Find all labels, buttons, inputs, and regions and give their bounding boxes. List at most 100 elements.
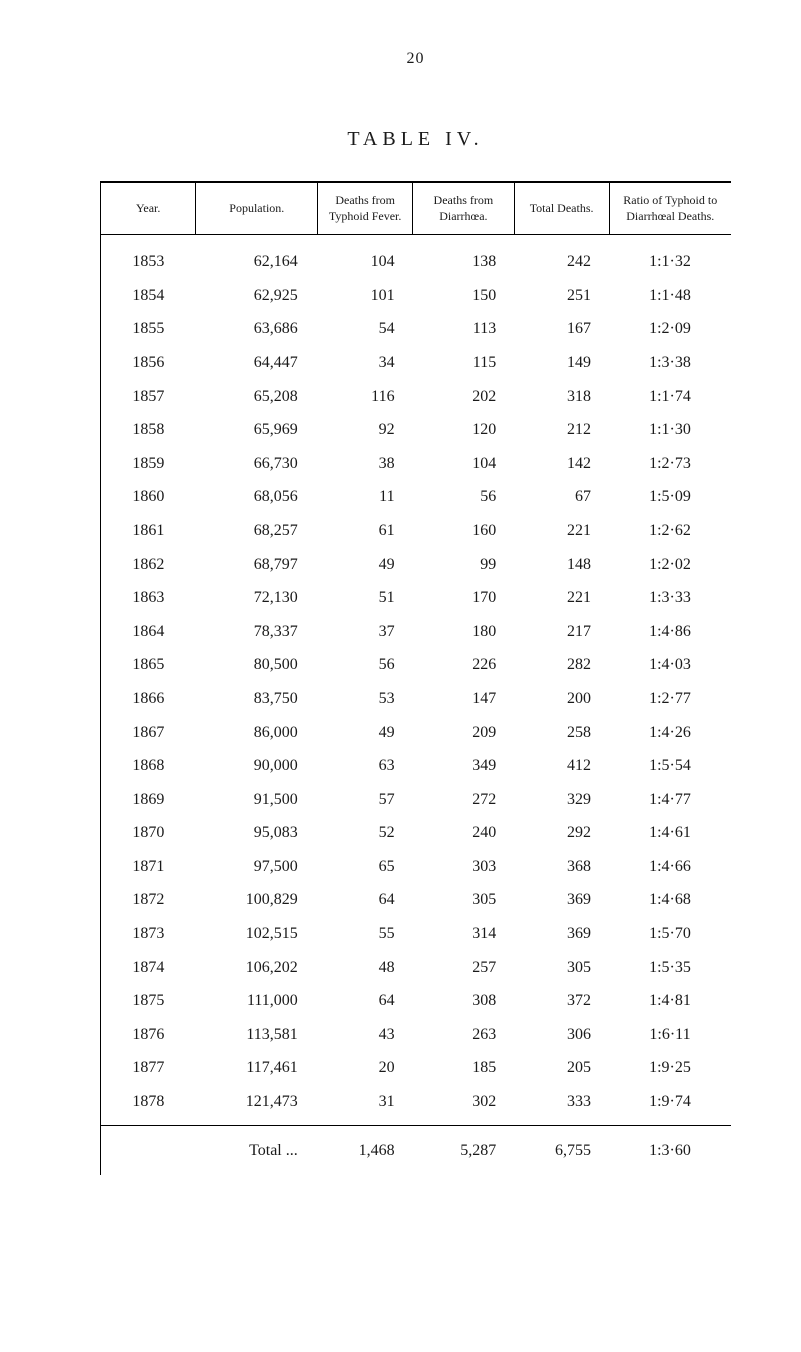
- cell-year: 1854: [101, 279, 196, 313]
- cell-ratio: 1:9·74: [609, 1085, 731, 1125]
- table-row: 1858 65,969 92 120 212 1:1·30: [101, 413, 731, 447]
- cell-year: 1859: [101, 447, 196, 481]
- table-row: 1876 113,581 43 263 306 1:6·11: [101, 1018, 731, 1052]
- cell-year: 1866: [101, 682, 196, 716]
- table-row: 1871 97,500 65 303 368 1:4·66: [101, 850, 731, 884]
- cell-total-deaths: 67: [514, 480, 609, 514]
- table-row: 1870 95,083 52 240 292 1:4·61: [101, 816, 731, 850]
- cell-blank: [101, 1125, 196, 1175]
- cell-ratio: 1:4·61: [609, 816, 731, 850]
- cell-deaths-typhoid: 48: [318, 951, 413, 985]
- cell-population: 100,829: [196, 883, 318, 917]
- cell-total-deaths: 412: [514, 749, 609, 783]
- cell-total-deaths: 149: [514, 346, 609, 380]
- cell-ratio: 1:3·38: [609, 346, 731, 380]
- cell-deaths-typhoid: 54: [318, 312, 413, 346]
- cell-total-deaths: 148: [514, 548, 609, 582]
- cell-population: 121,473: [196, 1085, 318, 1125]
- cell-deaths-typhoid: 61: [318, 514, 413, 548]
- table-row: 1865 80,500 56 226 282 1:4·03: [101, 648, 731, 682]
- table-row: 1855 63,686 54 113 167 1:2·09: [101, 312, 731, 346]
- cell-deaths-diarrhoea: 209: [413, 716, 515, 750]
- cell-deaths-typhoid: 56: [318, 648, 413, 682]
- cell-year: 1855: [101, 312, 196, 346]
- cell-deaths-diarrhoea: 302: [413, 1085, 515, 1125]
- table-row: 1853 62,164 104 138 242 1:1·32: [101, 235, 731, 279]
- table-row: 1859 66,730 38 104 142 1:2·73: [101, 447, 731, 481]
- cell-deaths-diarrhoea: 303: [413, 850, 515, 884]
- table-row: 1869 91,500 57 272 329 1:4·77: [101, 783, 731, 817]
- cell-total-deaths: 212: [514, 413, 609, 447]
- table-row: 1877 117,461 20 185 205 1:9·25: [101, 1051, 731, 1085]
- cell-population: 68,056: [196, 480, 318, 514]
- cell-year: 1877: [101, 1051, 196, 1085]
- header-deaths-diarrhoea: Deaths from Diarrhœa.: [413, 183, 515, 235]
- cell-deaths-typhoid: 11: [318, 480, 413, 514]
- cell-ratio: 1:2·77: [609, 682, 731, 716]
- cell-total-deaths: 167: [514, 312, 609, 346]
- cell-year: 1874: [101, 951, 196, 985]
- table-title: TABLE IV.: [100, 128, 731, 151]
- cell-total-deaths: 292: [514, 816, 609, 850]
- cell-year: 1878: [101, 1085, 196, 1125]
- cell-deaths-diarrhoea: 99: [413, 548, 515, 582]
- header-year: Year.: [101, 183, 196, 235]
- cell-ratio: 1:1·32: [609, 235, 731, 279]
- cell-total-deaths: 329: [514, 783, 609, 817]
- cell-year: 1871: [101, 850, 196, 884]
- cell-ratio: 1:1·30: [609, 413, 731, 447]
- cell-year: 1860: [101, 480, 196, 514]
- cell-ratio: 1:4·86: [609, 615, 731, 649]
- cell-population: 90,000: [196, 749, 318, 783]
- cell-population: 117,461: [196, 1051, 318, 1085]
- cell-total-deaths: 221: [514, 581, 609, 615]
- cell-total-deaths: 200: [514, 682, 609, 716]
- cell-deaths-typhoid: 64: [318, 984, 413, 1018]
- cell-total-label: Total ...: [196, 1125, 318, 1175]
- cell-deaths-diarrhoea: 257: [413, 951, 515, 985]
- cell-deaths-diarrhoea: 170: [413, 581, 515, 615]
- cell-population: 68,257: [196, 514, 318, 548]
- cell-deaths-diarrhoea: 226: [413, 648, 515, 682]
- cell-ratio: 1:1·74: [609, 380, 731, 414]
- cell-population: 63,686: [196, 312, 318, 346]
- cell-deaths-diarrhoea: 305: [413, 883, 515, 917]
- table-row: 1860 68,056 11 56 67 1:5·09: [101, 480, 731, 514]
- cell-total-deaths: 318: [514, 380, 609, 414]
- cell-deaths-diarrhoea: 115: [413, 346, 515, 380]
- cell-population: 64,447: [196, 346, 318, 380]
- cell-deaths-diarrhoea: 272: [413, 783, 515, 817]
- page-number: 20: [100, 50, 731, 68]
- cell-deaths-diarrhoea: 202: [413, 380, 515, 414]
- page-container: 20 TABLE IV. Year. Population. Deaths fr…: [0, 0, 801, 1235]
- cell-population: 62,164: [196, 235, 318, 279]
- cell-ratio: 1:6·11: [609, 1018, 731, 1052]
- table-body: 1853 62,164 104 138 242 1:1·32 1854 62,9…: [101, 235, 731, 1176]
- cell-year: 1873: [101, 917, 196, 951]
- cell-ratio: 1:4·77: [609, 783, 731, 817]
- table-row: 1868 90,000 63 349 412 1:5·54: [101, 749, 731, 783]
- table-row: 1867 86,000 49 209 258 1:4·26: [101, 716, 731, 750]
- cell-ratio: 1:5·54: [609, 749, 731, 783]
- cell-total-diarrhoea: 5,287: [413, 1125, 515, 1175]
- table-row: 1861 68,257 61 160 221 1:2·62: [101, 514, 731, 548]
- table-row: 1854 62,925 101 150 251 1:1·48: [101, 279, 731, 313]
- table-row: 1873 102,515 55 314 369 1:5·70: [101, 917, 731, 951]
- cell-deaths-typhoid: 34: [318, 346, 413, 380]
- cell-deaths-diarrhoea: 113: [413, 312, 515, 346]
- cell-year: 1862: [101, 548, 196, 582]
- cell-ratio: 1:5·70: [609, 917, 731, 951]
- cell-deaths-typhoid: 51: [318, 581, 413, 615]
- cell-deaths-typhoid: 55: [318, 917, 413, 951]
- cell-ratio: 1:5·09: [609, 480, 731, 514]
- cell-total-deaths: 369: [514, 917, 609, 951]
- cell-deaths-typhoid: 20: [318, 1051, 413, 1085]
- table-wrapper: Year. Population. Deaths from Typhoid Fe…: [100, 181, 731, 1175]
- cell-deaths-typhoid: 65: [318, 850, 413, 884]
- cell-deaths-diarrhoea: 104: [413, 447, 515, 481]
- cell-deaths-diarrhoea: 120: [413, 413, 515, 447]
- header-population: Population.: [196, 183, 318, 235]
- table-row: 1857 65,208 116 202 318 1:1·74: [101, 380, 731, 414]
- cell-year: 1865: [101, 648, 196, 682]
- cell-deaths-typhoid: 116: [318, 380, 413, 414]
